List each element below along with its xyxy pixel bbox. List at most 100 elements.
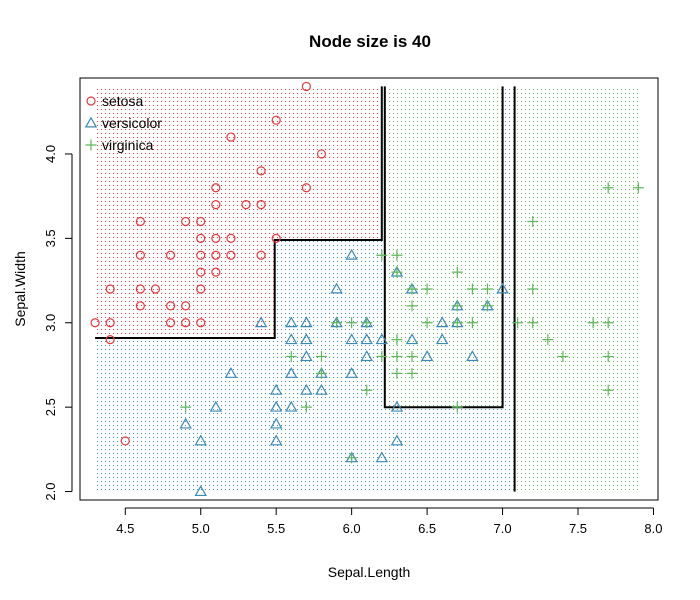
point-setosa (196, 250, 206, 260)
point-versicolor (315, 383, 328, 395)
point-virginica (602, 351, 614, 363)
point-virginica (632, 182, 644, 194)
point-setosa (196, 267, 206, 277)
point-setosa (90, 318, 100, 328)
point-versicolor (269, 400, 283, 412)
point-setosa (271, 115, 281, 125)
point-virginica (421, 317, 433, 329)
point-virginica (481, 300, 493, 312)
point-versicolor (300, 333, 313, 345)
point-versicolor (179, 417, 192, 429)
point-virginica (587, 317, 599, 329)
point-setosa (241, 200, 251, 210)
point-virginica (315, 351, 327, 363)
point-versicolor (360, 350, 373, 362)
plot-frame (79, 77, 659, 501)
point-setosa (211, 183, 221, 193)
legend-item-virginica: virginica (85, 137, 154, 153)
point-virginica (331, 317, 343, 329)
point-setosa (271, 233, 281, 243)
point-setosa (256, 250, 266, 260)
point-versicolor (390, 434, 404, 446)
x-tick-label: 6.0 (343, 521, 361, 536)
point-setosa (105, 318, 115, 328)
x-tick-label: 5.0 (192, 521, 210, 536)
point-virginica (406, 367, 418, 379)
point-virginica (391, 266, 403, 278)
point-virginica (512, 317, 524, 329)
point-versicolor (375, 333, 389, 345)
point-virginica (466, 317, 478, 329)
y-tick-label: 2.0 (43, 483, 58, 501)
point-virginica (315, 367, 327, 379)
point-virginica (527, 283, 539, 295)
legend: setosa versicolor virginica (84, 93, 162, 153)
legend-label: virginica (102, 137, 154, 153)
point-setosa (211, 233, 221, 243)
point-virginica (300, 401, 312, 413)
boundary-line (383, 86, 504, 409)
point-versicolor (209, 400, 223, 412)
legend-label: setosa (102, 93, 143, 109)
point-versicolor (345, 366, 358, 378)
point-versicolor (360, 333, 373, 345)
point-setosa (105, 284, 115, 294)
point-versicolor (496, 282, 509, 294)
point-virginica (406, 283, 418, 295)
point-virginica (602, 317, 614, 329)
point-virginica (361, 317, 373, 329)
point-virginica (527, 215, 539, 227)
y-axis-label: Sepal.Width (12, 251, 28, 326)
y-axis: 2.0 2.5 3.0 3.5 4.0 (43, 145, 73, 501)
decision-boundaries (95, 86, 516, 492)
point-virginica (406, 351, 418, 363)
point-virginica (451, 317, 463, 329)
data-points (90, 81, 644, 497)
point-versicolor (345, 248, 358, 260)
decision-regions (95, 86, 639, 492)
point-versicolor (300, 316, 313, 328)
point-versicolor (224, 366, 238, 378)
point-virginica (391, 351, 403, 363)
legend-label: versicolor (102, 115, 162, 131)
region-setosa (95, 86, 384, 339)
legend-item-setosa: setosa (86, 93, 143, 109)
point-virginica (602, 182, 614, 194)
point-virginica (406, 300, 418, 312)
y-tick-label: 3.0 (43, 314, 58, 332)
point-versicolor (285, 400, 298, 412)
point-virginica (391, 249, 403, 261)
point-setosa (165, 250, 176, 260)
y-tick-label: 4.0 (43, 145, 58, 163)
point-setosa (135, 284, 145, 294)
point-setosa (196, 318, 206, 328)
point-versicolor (330, 282, 343, 294)
point-versicolor (405, 333, 419, 345)
point-virginica (602, 384, 614, 396)
point-versicolor (375, 451, 389, 463)
legend-marker-versicolor (84, 116, 98, 128)
point-versicolor (269, 383, 283, 395)
point-virginica (376, 351, 388, 363)
region-versicolor (95, 86, 514, 492)
x-tick-label: 5.5 (267, 521, 285, 536)
point-virginica (346, 317, 358, 329)
point-versicolor (269, 417, 283, 429)
point-virginica (421, 283, 433, 295)
point-versicolor (345, 333, 358, 345)
point-versicolor (300, 383, 313, 395)
point-setosa (196, 284, 206, 294)
point-virginica (391, 334, 403, 346)
point-setosa (301, 183, 311, 193)
point-setosa (226, 250, 236, 260)
point-setosa (211, 250, 221, 260)
point-setosa (211, 200, 221, 210)
point-setosa (165, 301, 176, 311)
point-virginica (180, 401, 192, 413)
point-versicolor (194, 485, 207, 497)
point-setosa (181, 216, 191, 227)
point-setosa (150, 284, 161, 294)
point-setosa (316, 149, 327, 159)
point-setosa (135, 250, 145, 260)
